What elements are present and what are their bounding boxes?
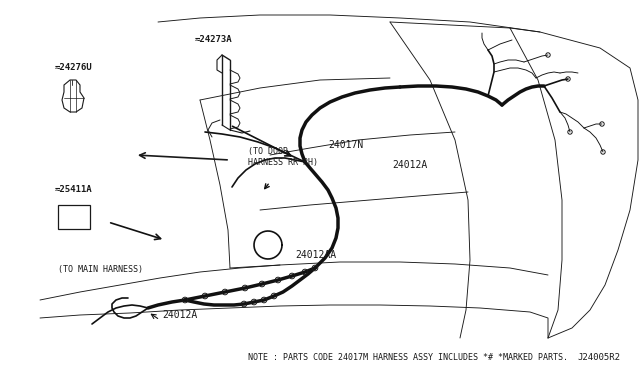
Text: NOTE : PARTS CODE 24017M HARNESS ASSY INCLUDES *# *MARKED PARTS.: NOTE : PARTS CODE 24017M HARNESS ASSY IN… — [248, 353, 568, 362]
Bar — [58, 205, 90, 229]
Text: ≂24276U: ≂24276U — [55, 63, 93, 72]
Text: 24017N: 24017N — [328, 140, 364, 150]
Text: (TO DOOR
HARNESS RR RH): (TO DOOR HARNESS RR RH) — [248, 147, 318, 167]
Text: ≂25411A: ≂25411A — [55, 185, 93, 194]
Text: 24012A: 24012A — [392, 160, 428, 170]
Text: (TO MAIN HARNESS): (TO MAIN HARNESS) — [58, 265, 143, 274]
Text: J24005R2: J24005R2 — [577, 353, 620, 362]
Text: ≂24273A: ≂24273A — [195, 35, 232, 44]
Text: 24012AA: 24012AA — [295, 250, 336, 260]
Text: 24012A: 24012A — [162, 310, 197, 320]
